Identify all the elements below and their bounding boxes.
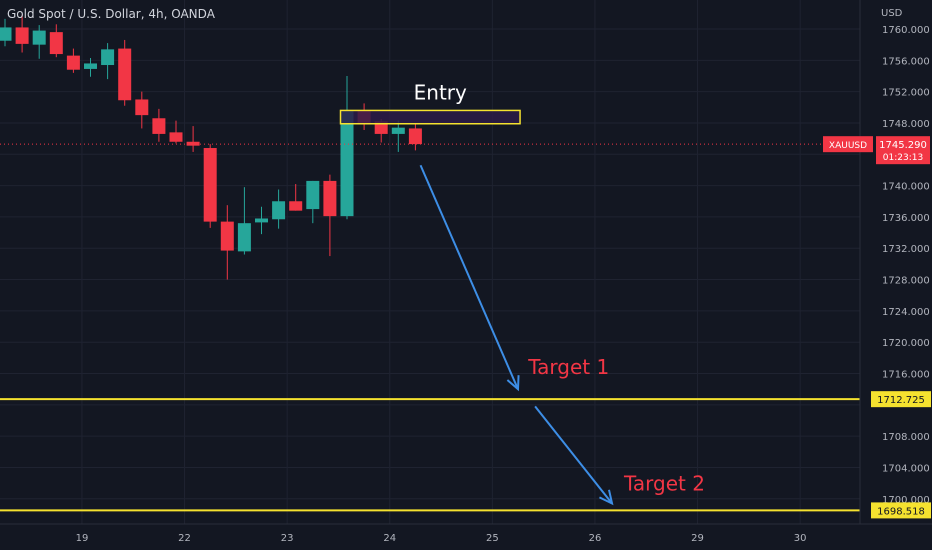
y-tick-label: 1716.000: [882, 370, 930, 381]
candles-layer: [0, 14, 422, 280]
target-price-tag: [871, 502, 931, 519]
candle-body: [0, 27, 12, 41]
symbol-tag: [823, 136, 873, 153]
candle-body: [152, 118, 166, 134]
symbol-title[interactable]: Gold Spot / U.S. Dollar, 4h, OANDA: [7, 7, 216, 21]
y-tick-label: 1720.000: [882, 338, 930, 349]
candle-body: [289, 201, 303, 211]
y-tick-label: 1700.000: [882, 495, 930, 506]
grid-lines: [0, 0, 860, 524]
y-tick-label: 1760.000: [882, 25, 930, 36]
candle-body: [323, 180, 337, 217]
target-label: Target 2: [623, 471, 705, 495]
x-tick-label: 26: [589, 533, 602, 544]
y-tick-label: 1736.000: [882, 213, 930, 224]
x-tick-label: 30: [794, 533, 807, 544]
candle-body: [186, 141, 200, 146]
countdown-value: 01:23:13: [883, 153, 923, 163]
candle-body: [101, 49, 115, 66]
y-tick-label: 1748.000: [882, 119, 930, 130]
candle-body: [220, 221, 234, 251]
symbol-tag-text: XAUUSD: [829, 141, 867, 151]
candle-body: [272, 201, 286, 220]
candle-body: [203, 148, 217, 222]
entry-label: Entry: [414, 80, 467, 104]
x-tick-label: 22: [178, 533, 191, 544]
y-tick-label: 1732.000: [882, 244, 930, 255]
target-price-value: 1712.725: [877, 395, 925, 406]
candle-body: [306, 180, 320, 210]
target-arrow: [419, 164, 519, 390]
x-tick-label: 25: [486, 533, 499, 544]
target-label: Target 1: [527, 355, 609, 379]
current-price-tag: [876, 136, 930, 165]
y-tick-label: 1724.000: [882, 307, 930, 318]
arrow-head: [506, 375, 520, 392]
drawings-layer: Entry Target 1 Target 2: [0, 80, 860, 512]
x-tick-label: 24: [383, 533, 396, 544]
candle-body: [15, 27, 29, 44]
y-tick-label: 1756.000: [882, 56, 930, 67]
candle-body: [32, 30, 46, 45]
candle-body: [408, 128, 422, 145]
y-tick-label: 1752.000: [882, 88, 930, 99]
candle-body: [66, 55, 80, 70]
arrow-head: [599, 489, 614, 506]
currency-label: USD: [881, 8, 903, 19]
candle-body: [49, 32, 63, 55]
price-labels: 1712.725 1698.518 XAUUSD 1745.290 01:23:13: [823, 136, 931, 519]
price-axis-panel[interactable]: [860, 0, 932, 550]
y-tick-label: 1704.000: [882, 463, 930, 474]
target-price-value: 1698.518: [877, 506, 925, 517]
entry-zone-box: [339, 109, 521, 125]
x-tick-label: 29: [691, 533, 704, 544]
price-axis: 1760.000 1756.000 1752.000 1748.000 1740.000…: [882, 25, 930, 506]
candle-body: [135, 99, 149, 116]
candle-body: [84, 63, 97, 69]
y-tick-label: 1740.000: [882, 182, 930, 193]
y-tick-label: 1708.000: [882, 432, 930, 443]
x-tick-label: 23: [281, 533, 294, 544]
candle-body: [169, 132, 183, 142]
candle-body: [118, 48, 132, 101]
time-axis: 19 22 23 24 25 26 29 30: [76, 533, 807, 544]
target-arrow: [534, 405, 613, 505]
candle-body: [237, 223, 251, 252]
current-price-value: 1745.290: [879, 140, 927, 151]
x-tick-label: 19: [76, 533, 89, 544]
target-price-tag: [871, 391, 931, 408]
y-tick-label: 1728.000: [882, 276, 930, 287]
candle-body: [255, 218, 268, 223]
candle-body: [374, 121, 388, 134]
candle-body: [340, 110, 354, 217]
candle-body: [391, 127, 405, 134]
